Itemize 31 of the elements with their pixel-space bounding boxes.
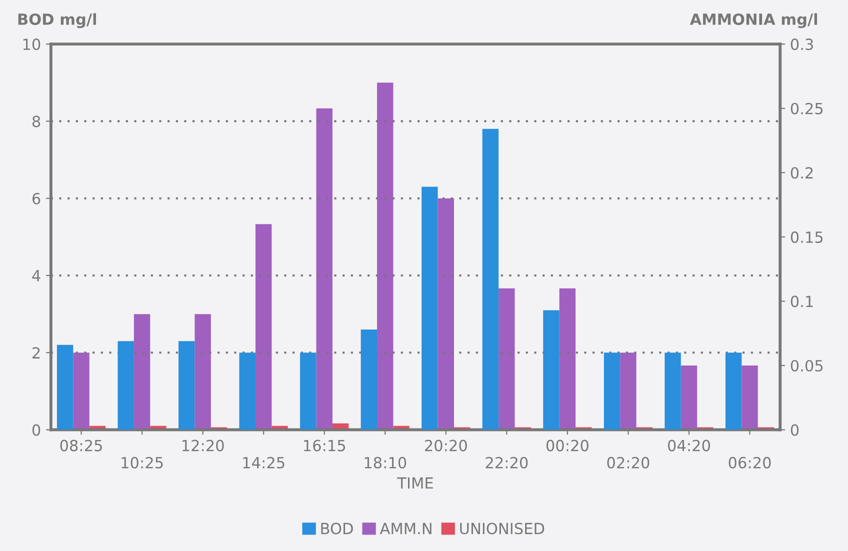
legend-label: AMM.N (380, 522, 432, 534)
y-tick-label: 4 (32, 270, 40, 282)
x-tick-label: 00:20 (546, 440, 588, 452)
y2-tick-label: 0.3 (790, 38, 813, 50)
y2-tick-label: 0.2 (790, 167, 813, 179)
y2-tick-label: 0.1 (790, 296, 813, 308)
y2-tick-label: 0.15 (790, 231, 823, 243)
x-tick-label: 02:20 (607, 456, 650, 468)
x-tick-label: 16:15 (304, 440, 346, 452)
x-tick-label: 06:20 (728, 456, 771, 468)
x-tick-label: 20:20 (425, 440, 467, 452)
legend-label: BOD (321, 522, 353, 534)
x-tick-label: 04:20 (668, 440, 710, 452)
y-tick-label: 6 (32, 192, 40, 204)
x-tick-label: 14:25 (243, 456, 284, 468)
legend-label: UNIONISED (460, 522, 544, 534)
y2-tick-label: 0 (790, 424, 799, 436)
y-tick-label: 0 (32, 424, 40, 436)
y-tick-label: 10 (23, 38, 40, 50)
y2-tick-label: 0.25 (790, 102, 823, 114)
y2-axis-title: AMMONIA mg/l (690, 13, 818, 28)
y2-tick-label: 0.05 (790, 360, 823, 372)
y-tick-label: 8 (32, 116, 40, 128)
x-axis-title: TIME (397, 477, 433, 489)
x-tick-label: 10:25 (122, 456, 163, 468)
x-tick-label: 22:20 (486, 456, 528, 468)
x-tick-label: 12:20 (182, 440, 224, 452)
x-tick-label: 18:10 (364, 456, 406, 468)
y-tick-label: 2 (32, 347, 40, 358)
x-tick-label: 08:25 (60, 440, 102, 452)
y-axis-title: BOD mg/l (18, 13, 96, 28)
